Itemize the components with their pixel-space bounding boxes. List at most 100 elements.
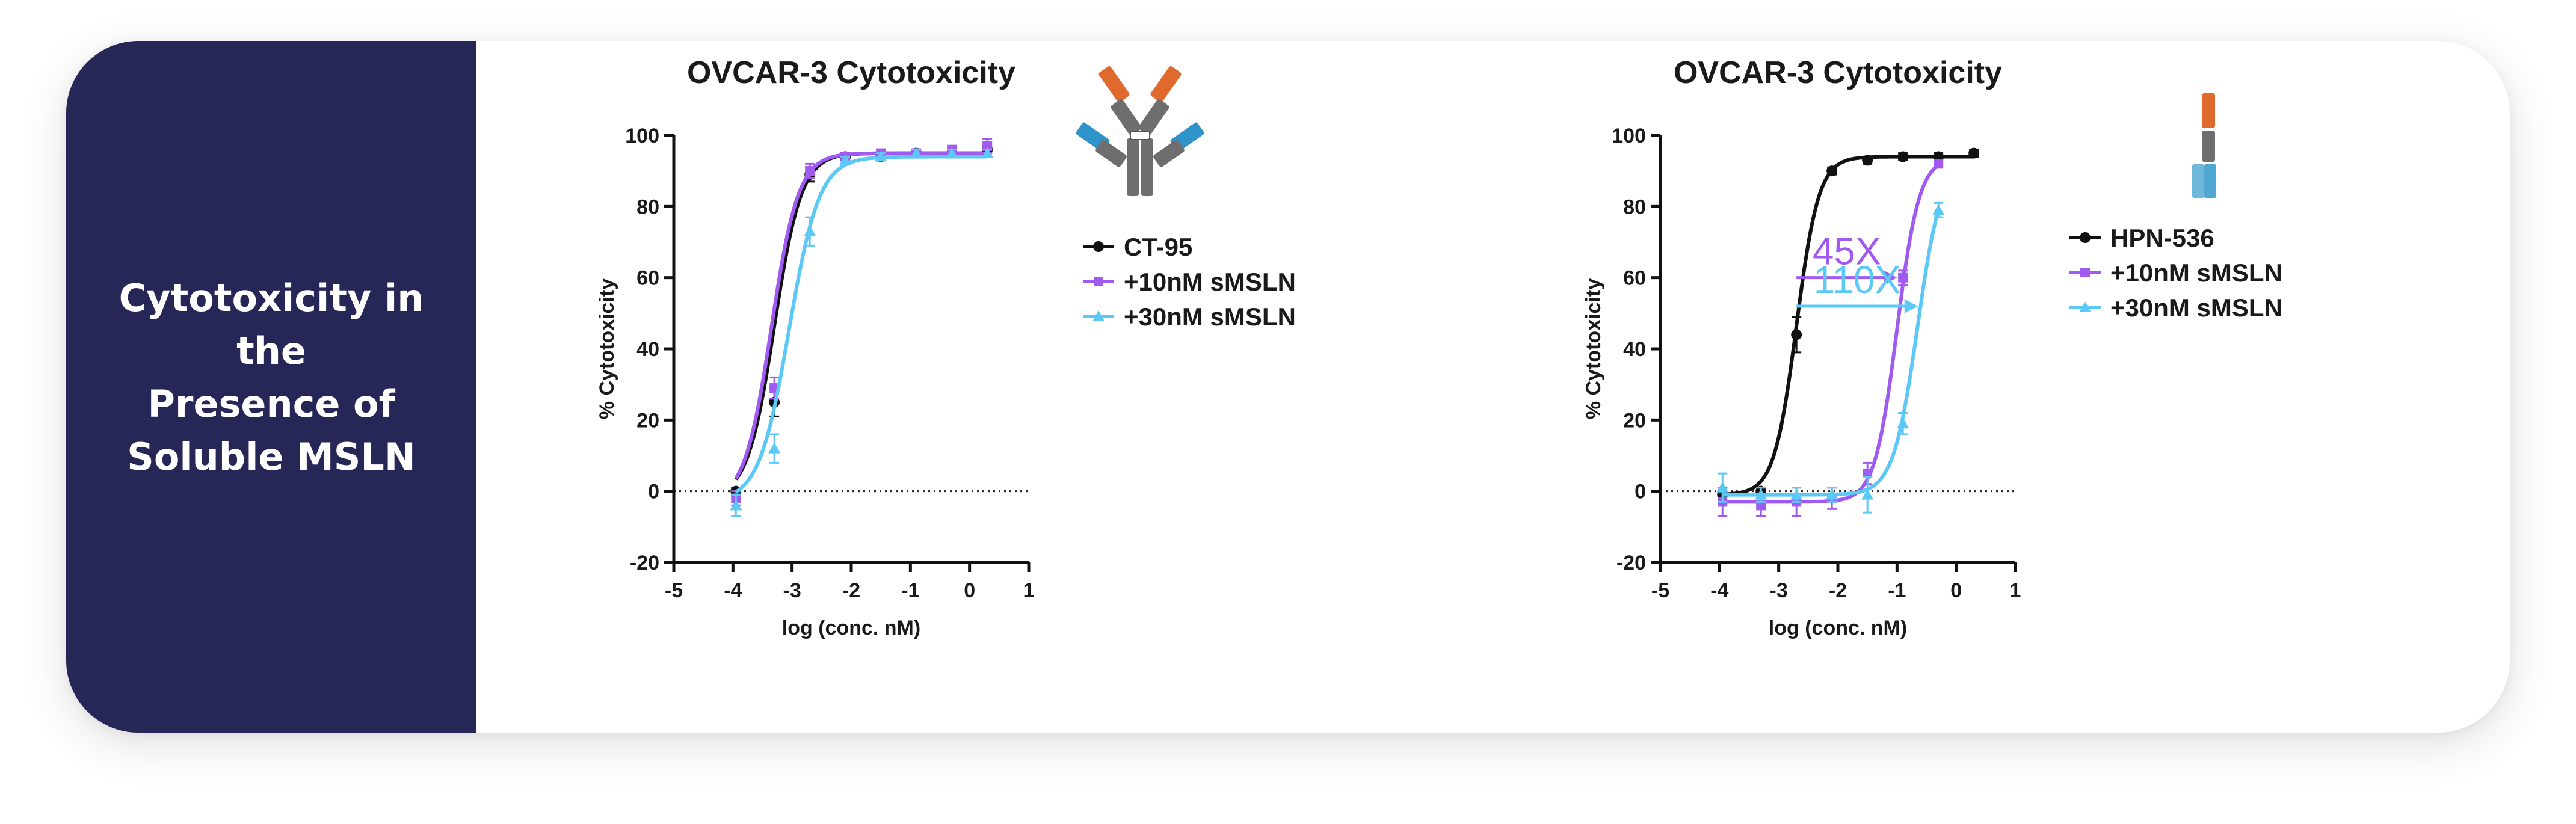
sidebar-panel: Cytotoxicity in the Presence of Soluble … <box>66 41 476 733</box>
y-tick-label: 40 <box>1623 338 1646 361</box>
legend-swatch-marker <box>2079 301 2091 312</box>
y-tick-label: 100 <box>1612 125 1646 147</box>
y-tick-label: 80 <box>636 195 659 218</box>
legend-label: +30nM sMSLN <box>1124 303 1296 331</box>
antibody-left-light-constant <box>1095 140 1127 167</box>
data-point <box>1968 147 1980 159</box>
legend-swatch-marker <box>2080 232 2091 243</box>
series-3 <box>1716 201 1945 514</box>
antibody-fc-left <box>1127 138 1139 196</box>
legend-swatch-marker <box>1093 241 1104 252</box>
data-point <box>1934 159 1944 169</box>
data-point <box>1756 500 1766 511</box>
data-point <box>805 166 815 176</box>
sidebar-title-line-3: Soluble MSLN <box>127 435 416 479</box>
x-tick-label: -4 <box>724 579 742 602</box>
data-point <box>804 225 816 236</box>
legend-item: +30nM sMSLN <box>2069 294 2282 322</box>
data-point <box>1861 488 1874 500</box>
legend-label: CT-95 <box>1124 233 1192 261</box>
legend-label: +30nM sMSLN <box>2110 294 2282 322</box>
legend-item: HPN-536 <box>2069 224 2214 252</box>
x-tick-label: -3 <box>783 579 801 602</box>
construct-blue-domain-right <box>2204 164 2216 198</box>
data-point <box>730 499 742 511</box>
series-fit-curve <box>1722 163 1940 504</box>
data-point <box>1897 417 1909 429</box>
data-point <box>982 141 993 151</box>
series-2 <box>1718 159 1944 517</box>
x-tick-label: 0 <box>1950 579 1962 602</box>
data-point <box>1755 488 1767 500</box>
chart-title: OVCAR-3 Cytotoxicity <box>1674 55 2002 90</box>
data-point <box>910 147 923 158</box>
x-tick-label: -4 <box>1710 579 1728 602</box>
legend-label: +10nM sMSLN <box>2110 259 2282 287</box>
legend-item: CT-95 <box>1083 233 1192 261</box>
data-point <box>1716 481 1729 493</box>
antibody-right-light-constant <box>1153 140 1185 167</box>
series-fit-curve <box>1722 155 1974 496</box>
data-point <box>981 147 994 158</box>
x-tick-label: -2 <box>842 579 860 602</box>
series-1 <box>1717 147 1980 503</box>
antibody-hinge <box>1130 131 1150 140</box>
figure-card: Cytotoxicity in the Presence of Soluble … <box>66 41 2510 733</box>
x-tick-label: -5 <box>1651 579 1669 602</box>
data-point <box>1863 469 1873 479</box>
antibody-left-variable <box>1098 66 1130 102</box>
annotation-arrow-head <box>1904 299 1918 313</box>
y-tick-label: 60 <box>1623 267 1646 290</box>
x-tick-label: -2 <box>1829 579 1847 602</box>
data-point <box>946 147 958 158</box>
construct-blue-domain-left <box>2192 164 2204 198</box>
x-axis-label: log (conc. nM) <box>1769 616 1907 639</box>
data-point <box>1791 329 1802 340</box>
y-tick-label: 60 <box>636 267 659 290</box>
annotation-label: 45X <box>1813 230 1881 273</box>
y-tick-label: 40 <box>636 338 659 361</box>
legend-label: HPN-536 <box>2110 224 2214 252</box>
y-tick-label: 20 <box>1623 409 1646 432</box>
antibody-icon <box>1076 66 1204 196</box>
series-fit-curve <box>735 155 988 494</box>
y-tick-label: 100 <box>625 125 659 147</box>
x-tick-label: 1 <box>2010 579 2021 602</box>
sidebar-title: Cytotoxicity in the Presence of Soluble … <box>91 272 452 484</box>
series-1 <box>730 144 993 497</box>
y-axis-label: % Cytotoxicity <box>1582 278 1605 419</box>
legend-swatch-marker <box>1092 310 1105 321</box>
sidebar-title-line-2: Presence of <box>147 382 395 426</box>
construct-grey-domain <box>2202 131 2215 162</box>
legend-item: +30nM sMSLN <box>1083 303 1296 331</box>
data-point <box>1790 488 1803 500</box>
x-tick-label: -5 <box>665 579 683 602</box>
construct-orange-domain <box>2202 93 2215 128</box>
legend-swatch-marker <box>1094 277 1103 286</box>
antibody-left-constant <box>1111 99 1142 135</box>
x-tick-label: -3 <box>1770 579 1788 602</box>
y-axis-label: % Cytotoxicity <box>596 278 618 419</box>
data-point <box>1932 204 1945 215</box>
data-point <box>1897 151 1909 162</box>
y-tick-label: 0 <box>648 481 659 503</box>
hpn-536-construct-icon <box>2192 93 2216 198</box>
series-fit-curve <box>734 151 988 479</box>
y-tick-label: -20 <box>630 552 659 574</box>
fold-shift-annotation: 45X <box>1796 230 1897 285</box>
x-tick-label: -1 <box>901 579 919 602</box>
antibody-right-constant <box>1138 99 1169 135</box>
series-3 <box>730 147 994 517</box>
x-tick-label: 1 <box>1023 579 1035 602</box>
legend-label: +10nM sMSLN <box>1124 268 1296 296</box>
annotation-arrow-head <box>1884 270 1897 285</box>
x-tick-label: 0 <box>964 579 975 602</box>
chart-title: OVCAR-3 Cytotoxicity <box>687 55 1015 90</box>
y-tick-label: -20 <box>1616 552 1646 574</box>
data-point <box>839 154 852 165</box>
data-point <box>1862 155 1873 166</box>
legend-item: +10nM sMSLN <box>2069 259 2282 287</box>
data-point <box>1826 165 1838 177</box>
